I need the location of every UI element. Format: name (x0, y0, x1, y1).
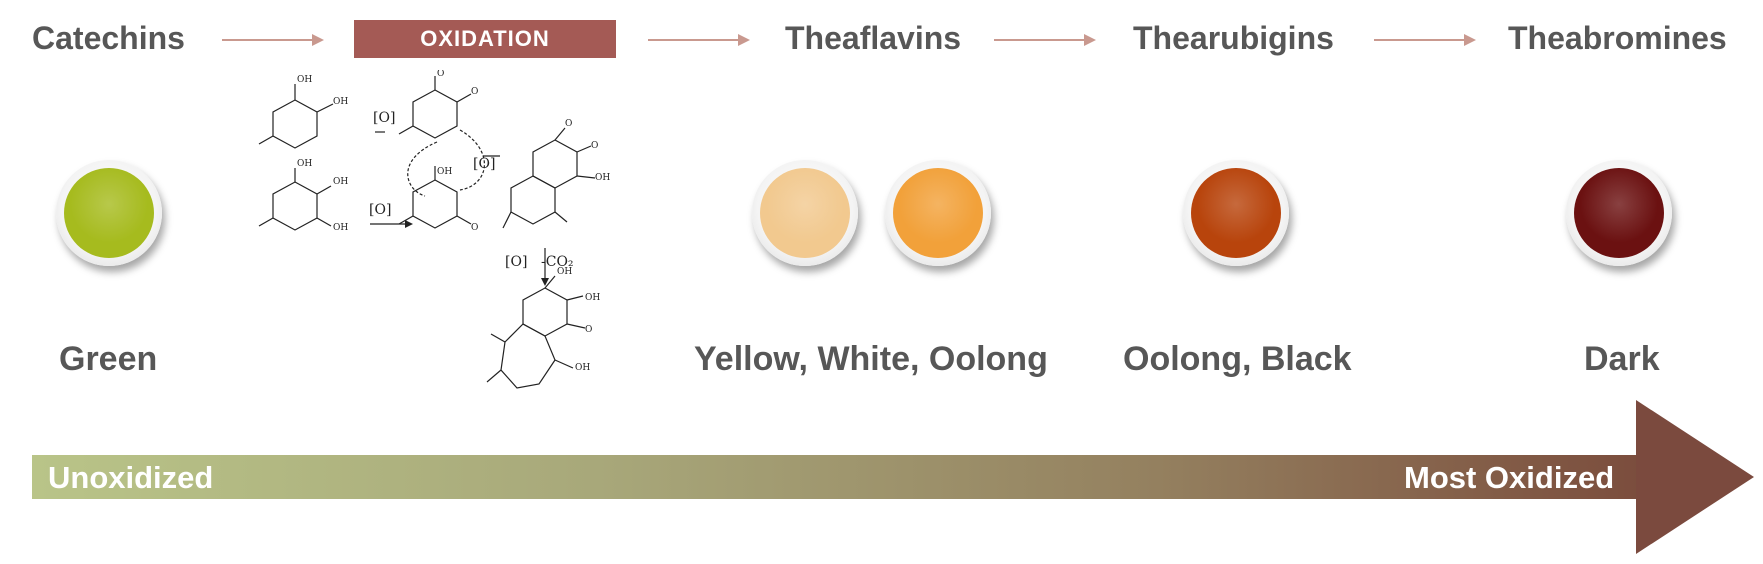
o-label-1: O (437, 70, 444, 79)
oh-label-6: OH (437, 167, 452, 177)
tea-liquid (760, 168, 850, 258)
oh-label-1: OH (297, 75, 312, 85)
oh-label-10: OH (595, 173, 610, 183)
bicyclic-ring-a (532, 139, 578, 189)
oh-label-4: OH (333, 177, 348, 187)
tea-label-green: Green (59, 340, 158, 378)
oh-label-3: OH (297, 159, 312, 169)
oh-label-5: OH (333, 223, 348, 233)
oxidant-label-1: [O] (373, 110, 395, 126)
flow-arrow-3 (994, 34, 1096, 46)
benzotropolone-ring-b (500, 323, 556, 389)
tea-label-dark: Dark (1584, 340, 1660, 378)
oxidation-scale-arrowhead (1636, 400, 1754, 554)
bicyclic-ring-b (510, 175, 556, 225)
flow-arrow-2 (648, 34, 750, 46)
benzotropolone-ring-a (522, 287, 568, 337)
oxidant-label-4: [O] (505, 254, 527, 270)
quinone-ring-1 (412, 89, 458, 139)
unoxidized-label: Unoxidized (48, 460, 214, 495)
tea-cup-yellow (752, 160, 858, 266)
tea-liquid (1191, 168, 1281, 258)
tea-liquid (893, 168, 983, 258)
o-label-6: O (585, 325, 592, 335)
flow-arrow-4 (1374, 34, 1476, 46)
oxidation-box: OXIDATION (354, 20, 616, 58)
oxidant-label-2: [O] (369, 202, 391, 218)
flow-arrow-1 (222, 34, 324, 46)
oh-label-8: OH (585, 293, 600, 303)
tea-cup-dark (1566, 160, 1672, 266)
o-label-2: O (471, 87, 478, 97)
stage-thearubigins: Thearubigins (1133, 20, 1334, 56)
oh-label-2: OH (333, 97, 348, 107)
oh-label-7: OH (557, 267, 572, 277)
catechol-ring (272, 99, 318, 149)
stage-theaflavins: Theaflavins (785, 20, 962, 56)
decarboxylation-label: -CO₂ (541, 254, 574, 270)
reaction-scheme: OH OH OH OH OH OH OH OH OH OH O O O O O … (258, 70, 610, 389)
quinone-ring-2 (412, 179, 458, 229)
o-label-5: O (591, 141, 598, 151)
stage-theabromines: Theabromines (1508, 20, 1727, 56)
pyrogallol-ring (272, 181, 318, 231)
tea-cup-oolong-light (885, 160, 991, 266)
most-oxidized-label: Most Oxidized (1404, 460, 1615, 495)
tea-liquid (1574, 168, 1664, 258)
oxidant-label-3: [O] (473, 156, 495, 172)
tea-label-yellow-white-oolong: Yellow, White, Oolong (694, 340, 1048, 378)
tea-liquid (64, 168, 154, 258)
tea-cup-green (56, 160, 162, 266)
o-label-4: O (565, 119, 572, 129)
oh-label-9: OH (575, 363, 590, 373)
oxidation-scale-bar (32, 455, 1640, 499)
tea-label-oolong-black: Oolong, Black (1123, 340, 1352, 378)
o-label-3: O (471, 223, 478, 233)
stage-catechins: Catechins (32, 20, 185, 56)
tea-cup-black (1183, 160, 1289, 266)
